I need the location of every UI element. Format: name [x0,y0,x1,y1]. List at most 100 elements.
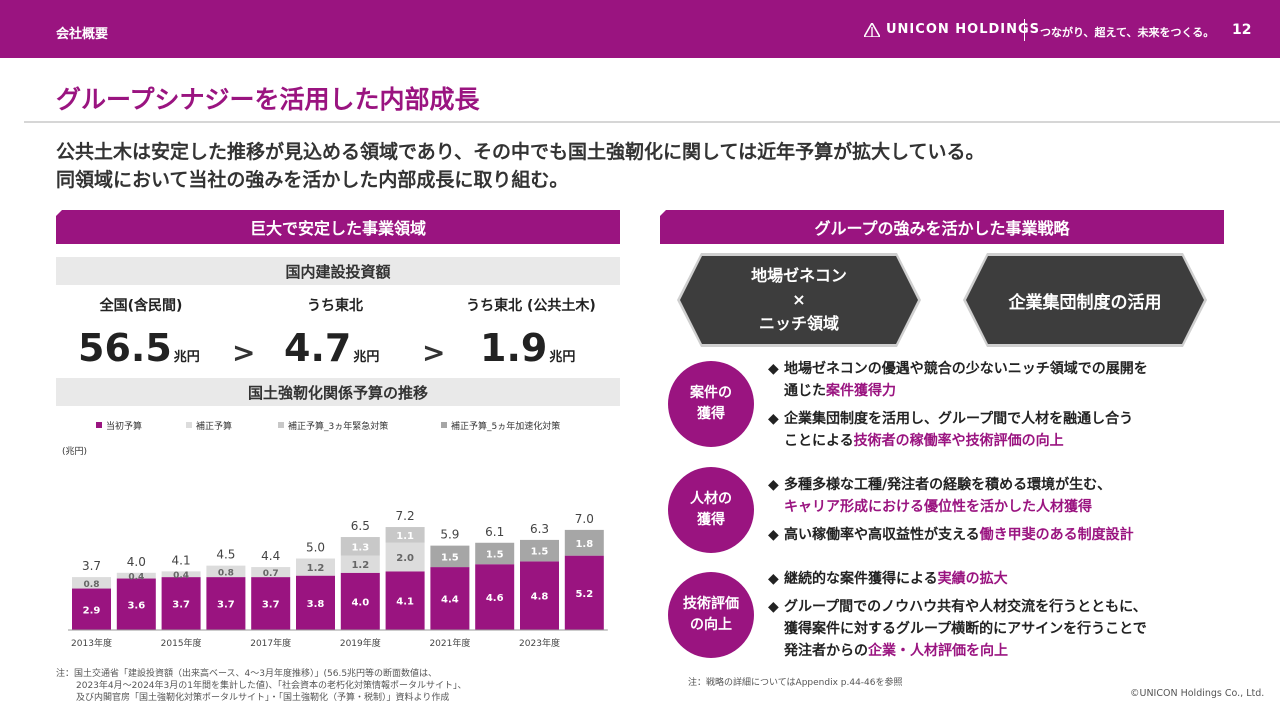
page-number: 12 [1232,22,1252,38]
bar-value-label: 1.1 [396,531,414,542]
bar-segment [430,545,470,568]
legend-swatch [96,422,102,428]
metric-value: 1.9 [480,326,548,370]
bar-value-label: 3.7 [217,600,235,611]
budget-chart: 当初予算 補正予算 補正予算_3ヵ年緊急対策 補正予算_5ヵ年加速化対策 (兆円) 2.9… [62,420,608,649]
bar-segment [385,571,425,630]
x-tick-label: 2019年度 [340,637,381,649]
legend-swatch [186,422,192,428]
bar-segment [385,527,425,543]
bullet-item: ◆ 継続的な案件獲得による実績の拡大 [768,568,1218,590]
bar-value-label: 1.5 [441,552,459,563]
diamond-icon: ◆ [768,477,779,493]
bar-value-label: 0.4 [128,573,144,583]
metric-label-tohoku-public: うち東北 (公共土木) [466,298,596,314]
bar-segment [430,567,470,630]
bar-segment [72,588,111,630]
tagline: つながり、超えて、未来をつくる。 [1040,26,1215,39]
bar-total-label: 3.7 [82,559,101,573]
bar-segment [161,577,201,630]
metric-label-tohoku: うち東北 [307,298,363,314]
metric-value: 56.5 [78,326,172,370]
bar-segment [72,577,111,589]
bar-value-label: 1.5 [486,549,504,560]
legend-swatch [278,422,284,428]
bar-value-label: 0.8 [218,568,234,578]
x-tick-label: 2023年度 [519,637,560,649]
company-logo[interactable]: UNICON HOLDINGS [864,22,1040,37]
bar-segment [116,578,156,630]
bullet-highlight: 企業・人材評価を向上 [868,643,1008,659]
bullet-item: ◆ グループ間でのノウハウ共有や人材交流を行うとともに、 獲得案件に対するグループ… [768,596,1218,662]
legend-swatch [441,422,447,428]
copyright: ©UNICON Holdings Co., Ltd. [1130,688,1265,699]
section-label: 会社概要 [56,27,109,42]
lead-text: 公共土木は安定した推移が見込める領域であり、その中でも国土強靭化に関しては近年予… [56,138,985,194]
bar-value-label: 2.0 [396,553,414,564]
x-tick-label: 2021年度 [429,637,470,649]
source-note-line: 及び内閣官房「国土強靭化対策ポータルサイト」・「国土強靭化（予算・税制）」資料よ… [76,693,450,703]
bar-total-label: 4.5 [216,548,235,562]
bar-value-label: 3.7 [262,600,280,611]
bullet-highlight: 案件獲得力 [826,383,896,399]
bar-total-label: 4.1 [172,553,191,567]
bar-value-label: 4.4 [441,595,459,606]
bullet-text: 多種多様な工種/発注者の経験を積める環境が生む、 [784,477,1112,493]
circle-line: の向上 [690,617,732,633]
metric-tohoku-public: 1.9 兆円 [480,326,575,370]
bullet-text: 通じた [784,383,826,399]
investment-title: 国内建設投資額 [56,257,620,285]
bar-value-label: 4.8 [531,592,549,603]
chevron-right-icon: > [422,336,446,369]
header-divider [1024,19,1025,41]
strategy-note: 注：戦略の詳細についてはAppendix p.44-46を参照 [688,678,903,688]
circle-line: 技術評価 [683,596,739,612]
left-band-title: 巨大で安定した事業領域 [56,210,620,244]
bar-total-label: 7.0 [575,512,594,526]
diamond-icon: ◆ [768,571,779,587]
circle-project-acquisition: 案件の 獲得 [668,361,754,447]
diamond-icon: ◆ [768,599,779,615]
strength-group-system: 企業集団制度の活用 [966,256,1204,344]
metric-value: 4.7 [284,326,352,370]
bar-value-label: 2.9 [83,605,101,616]
lead-line-1: 公共土木は安定した推移が見込める領域であり、その中でも国土強靭化に関しては近年予… [56,141,985,163]
logo-text: UNICON HOLDINGS [886,22,1041,37]
bullet-text: グループ間でのノウハウ共有や人材交流を行うとともに、 [784,599,1147,615]
bar-value-label: 4.0 [351,597,369,608]
circle-tech-evaluation: 技術評価 の向上 [668,572,754,658]
strength-line: ニッチ領域 [758,314,839,333]
circle-line: 案件の [690,385,732,401]
bar-value-label: 1.8 [575,539,593,550]
bar-segment [340,572,380,630]
x-tick-label: 2015年度 [161,637,202,649]
legend-label: 補正予算_5ヵ年加速化対策 [451,420,560,432]
diamond-icon: ◆ [768,527,779,543]
legend-label: 補正予算_3ヵ年緊急対策 [288,420,388,432]
bullet-highlight: 技術者の稼働率や技術評価の向上 [853,433,1064,449]
diamond-icon: ◆ [768,411,779,427]
bullet-text: 獲得案件に対するグループ横断的にアサインを行うことで [784,621,1147,637]
bar-segment [296,575,335,630]
bar-total-label: 6.3 [530,522,549,536]
budget-title: 国土強靭化関係予算の推移 [56,378,620,406]
chevron-right-icon: > [232,336,256,369]
bullet-highlight: 働き甲斐のある制度設計 [979,527,1134,543]
bar-segment [206,565,246,578]
bullet-text: ことによる [784,433,854,449]
bar-value-label: 3.8 [307,599,325,610]
source-note-line: 注：国土交通省「建設投資額（出来高ベース、4～3月年度推移）」(56.5兆円等の… [56,669,438,679]
lead-line-2: 同領域において当社の強みを活かした内部成長に取り組む。 [56,169,569,191]
legend-label: 補正予算 [196,420,232,432]
right-band-title: グループの強みを活かした事業戦略 [660,210,1224,244]
circle-line: 人材の [690,491,732,507]
bullet-item: ◆ 多種多様な工種/発注者の経験を積める環境が生む、 キャリア形成における優位性を… [768,474,1218,518]
x-tick-label: 2017年度 [250,637,291,649]
bar-value-label: 1.2 [351,560,369,571]
bar-value-label: 3.6 [127,600,145,611]
bar-value-label: 0.8 [84,580,100,590]
bar-total-label: 4.0 [127,555,146,569]
bar-value-label: 0.4 [173,571,189,581]
bar-segment [520,561,559,630]
metric-label-national: 全国(含民間) [99,298,183,314]
